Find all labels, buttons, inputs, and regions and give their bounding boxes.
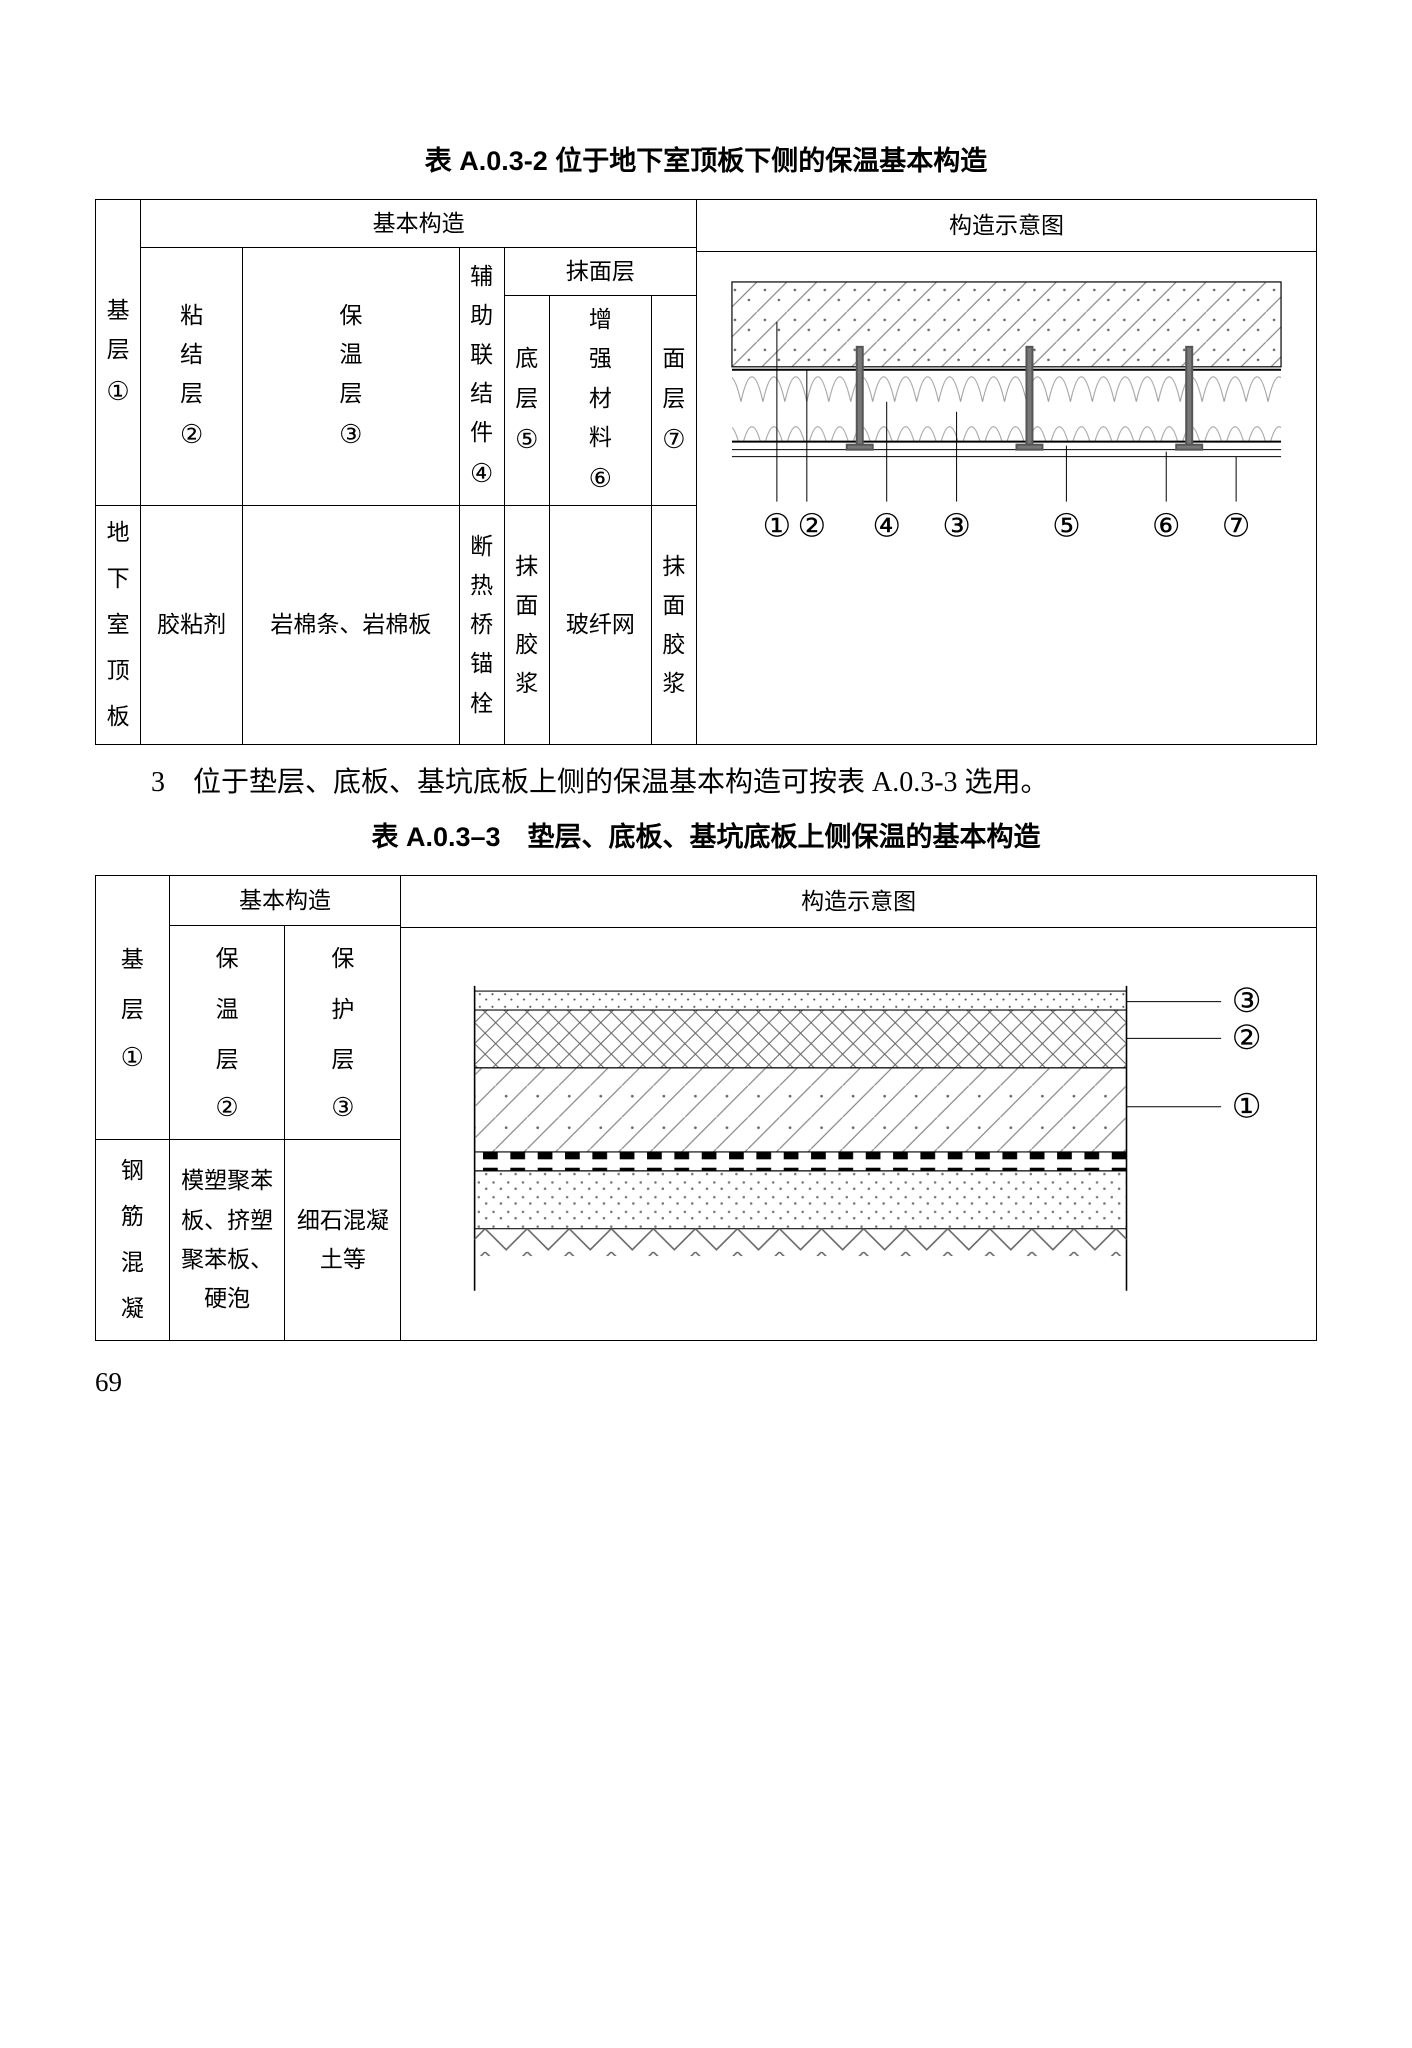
t1-c3-head: 保温层 ③: [243, 248, 459, 506]
svg-text:③: ③: [942, 509, 971, 544]
t1-r1-c1: 地下室顶板: [96, 505, 141, 744]
page-number: 69: [95, 1361, 1317, 1404]
t1-r1-c3: 岩棉条、岩棉板: [243, 505, 459, 744]
paragraph-1: 3 位于垫层、底板、基坑底板上侧的保温基本构造可按表 A.0.3-3 选用。: [95, 761, 1317, 806]
t1-c4-head: 辅助联结件 ④: [459, 248, 504, 506]
t2-r1-c2: 模塑聚苯板、挤塑聚苯板、硬泡: [169, 1139, 285, 1340]
svg-text:①: ①: [1232, 1088, 1262, 1125]
t1-c5-head: 底层 ⑤: [504, 296, 549, 506]
svg-text:③: ③: [1232, 983, 1262, 1020]
t1-r1-c5: 抹面胶浆: [504, 505, 549, 744]
t2-r1-c1: 钢筋混凝: [96, 1139, 170, 1340]
t1-diagram-head: 构造示意图: [697, 200, 1316, 252]
t2-r1-c3: 细石混凝土等: [285, 1139, 401, 1340]
svg-text:②: ②: [798, 509, 827, 544]
t2-c2-head: 保温层 ②: [169, 926, 285, 1140]
t1-r1-c6: 玻纤网: [549, 505, 651, 744]
t1-diagram-cell: 构造示意图: [697, 200, 1317, 745]
t1-r1-c7: 抹面胶浆: [651, 505, 696, 744]
t1-c7-head: 面层 ⑦: [651, 296, 696, 506]
t1-c6-head: 增强材料 ⑥: [549, 296, 651, 506]
table2-caption: 表 A.0.3–3 垫层、底板、基坑底板上侧保温的基本构造: [95, 816, 1317, 859]
table1: 基层 ① 基本构造 构造示意图: [95, 199, 1317, 745]
t2-c3-head: 保护层 ③: [285, 926, 401, 1140]
t1-basic-head: 基本构造: [141, 200, 697, 248]
t1-plaster-head: 抹面层: [504, 248, 696, 296]
svg-text:④: ④: [872, 509, 901, 544]
t1-c2-head: 粘结层 ②: [141, 248, 243, 506]
t2-diagram: ③ ② ①: [401, 928, 1316, 1328]
t1-r1-c4: 断热桥锚栓: [459, 505, 504, 744]
svg-text:②: ②: [1232, 1020, 1262, 1057]
svg-text:①: ①: [763, 509, 792, 544]
t1-diagram: ① ② ④ ③ ⑤ ⑥ ⑦: [697, 252, 1316, 591]
table2: 基层 ① 基本构造 构造示意图: [95, 875, 1317, 1341]
table1-caption: 表 A.0.3-2 位于地下室顶板下侧的保温基本构造: [95, 140, 1317, 183]
t1-r1-c2: 胶粘剂: [141, 505, 243, 744]
svg-text:⑥: ⑥: [1152, 509, 1181, 544]
svg-text:⑤: ⑤: [1052, 509, 1081, 544]
t2-c1-head: 基层 ①: [96, 875, 170, 1139]
t2-diagram-head: 构造示意图: [401, 876, 1316, 928]
t2-diagram-cell: 构造示意图: [401, 875, 1317, 1340]
svg-text:⑦: ⑦: [1222, 509, 1251, 544]
t2-basic-head: 基本构造: [169, 875, 401, 925]
t1-col1-head: 基层 ①: [96, 200, 141, 506]
